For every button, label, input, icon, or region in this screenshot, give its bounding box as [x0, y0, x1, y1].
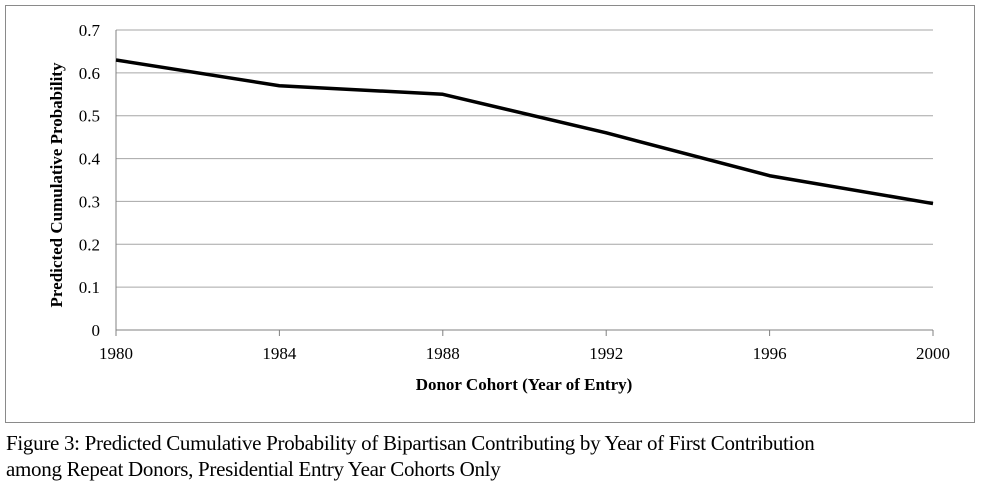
y-axis-title: Predicted Cumulative Probability: [47, 62, 66, 307]
gridlines: [116, 29, 933, 288]
caption-line-2: among Repeat Donors, Presidential Entry …: [6, 457, 501, 481]
series-line: [115, 58, 934, 206]
y-tick-label: 0.5: [79, 107, 100, 126]
y-tick-label: 0: [92, 321, 101, 340]
chart-frame: [5, 5, 975, 423]
x-tick-labels: 1980 1984 1988 1992 1996 2000: [99, 344, 950, 363]
x-tick-label: 1980: [99, 344, 133, 363]
y-tick-label: 0.7: [79, 21, 101, 40]
y-tick-label: 0.2: [79, 235, 100, 254]
line-chart: 00.10.20.30.40.50.60.7 1980 1984 1988 1992 1…: [47, 21, 950, 394]
x-tick-label: 1996: [753, 344, 787, 363]
caption-line-1: Figure 3: Predicted Cumulative Probabili…: [6, 431, 815, 455]
x-tick-label: 1988: [426, 344, 460, 363]
x-tick-label: 1992: [589, 344, 623, 363]
x-tick-label: 2000: [916, 344, 950, 363]
y-tick-label: 0.3: [79, 192, 100, 211]
series-layer: [115, 58, 934, 206]
axes: [115, 30, 934, 336]
x-axis-title: Donor Cohort (Year of Entry): [416, 375, 633, 394]
y-tick-label: 0.6: [79, 64, 100, 83]
x-tick-label: 1984: [262, 344, 297, 363]
y-tick-label: 0.1: [79, 278, 100, 297]
y-tick-labels: 0 0.1 0.2 0.3 0.4 0.5 0.6 0.7: [79, 21, 101, 340]
figure-caption: Figure 3: Predicted Cumulative Probabili…: [6, 430, 1004, 482]
y-tick-label: 0.4: [79, 150, 101, 169]
